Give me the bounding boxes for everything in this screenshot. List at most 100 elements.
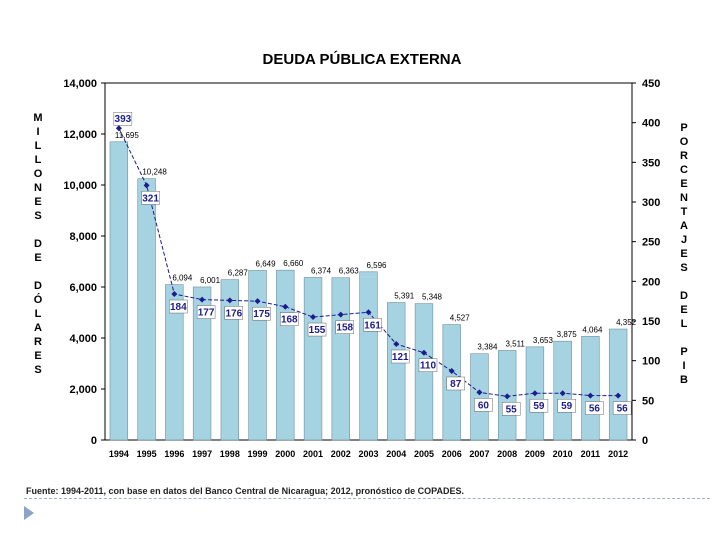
left-tick-label: 4,000 — [69, 333, 97, 345]
line-label-box — [391, 349, 410, 364]
line-value-label: 161 — [364, 320, 381, 331]
left-tick-label: 10,000 — [63, 180, 97, 192]
bar-value-label: 5,391 — [394, 292, 415, 301]
bar — [192, 286, 212, 441]
line-value-label: 56 — [617, 404, 629, 415]
bar — [220, 279, 239, 441]
left-axis-title-text: MILLONES DE DÓLARES — [32, 112, 44, 378]
x-tick-label: 1994 — [109, 449, 129, 459]
bar-value-label: 10,248 — [142, 168, 167, 177]
line-value-label: 87 — [450, 379, 462, 390]
plot-area: 0 2,000 4,000 6,000 8,000 10,000 12,000 14,000 0… — [63, 78, 660, 459]
line-value-label: 110 — [420, 361, 437, 372]
line-point — [448, 367, 455, 374]
bar-value-label: 5,348 — [422, 293, 443, 302]
x-tick-label: 1998 — [220, 449, 240, 459]
right-tick-label: 150 — [642, 316, 660, 328]
left-tick-label: 14,000 — [63, 78, 97, 90]
line-point — [420, 349, 427, 356]
bar — [581, 336, 600, 441]
right-tick-label: 0 — [642, 435, 648, 447]
line-point — [337, 311, 344, 318]
left-tick-label: 2,000 — [69, 384, 97, 396]
line-label-box — [418, 358, 438, 372]
bar — [303, 277, 323, 441]
line-value-label: 56 — [589, 404, 601, 415]
x-tick-label: 2005 — [414, 449, 434, 459]
line-label-box — [252, 306, 271, 321]
line-point — [531, 390, 538, 397]
bar-value-label: 6,001 — [200, 276, 221, 285]
left-tick-label: 6,000 — [69, 282, 97, 294]
line-label-box — [557, 398, 576, 413]
line-label-box — [113, 112, 133, 126]
x-tick-label: 2009 — [525, 449, 545, 459]
line-value-label: 158 — [336, 323, 353, 334]
right-tick-label: 350 — [642, 157, 660, 169]
bar — [109, 141, 129, 441]
line-point — [559, 390, 566, 397]
line-value-label: 176 — [225, 308, 242, 319]
line-point — [615, 392, 622, 399]
right-tick-label: 100 — [642, 356, 660, 368]
x-tick-label: 2012 — [608, 449, 628, 459]
x-tick-label: 2002 — [331, 449, 351, 459]
line-value-label: 59 — [561, 401, 573, 412]
x-tick-label: 2010 — [553, 449, 573, 459]
left-tick-label: 12,000 — [63, 129, 97, 141]
x-tick-label: 2006 — [442, 449, 462, 459]
right-tick-label: 300 — [642, 197, 660, 209]
right-tick-label: 250 — [642, 237, 660, 249]
bar — [608, 328, 628, 441]
right-tick-label: 200 — [642, 276, 660, 288]
bar-value-label: 6,649 — [256, 259, 277, 268]
line-point — [226, 297, 233, 304]
bar-value-label: 6,660 — [283, 259, 304, 268]
chart-title: DEUDA PÚBLICA EXTERNA — [263, 50, 462, 68]
bar-value-label: 6,374 — [311, 266, 332, 275]
right-axis-title: PORCENTAJES DEL PIB — [678, 122, 690, 388]
left-axis-title: MILLONES DE DÓLARES — [32, 112, 44, 378]
line-point — [115, 125, 122, 132]
x-tick-label: 1995 — [137, 449, 157, 459]
line-label-box — [529, 398, 549, 413]
line-value-label: 175 — [253, 309, 270, 320]
arrow-icon — [24, 506, 34, 520]
x-tick-label: 2011 — [581, 449, 601, 459]
bar-value-label: 3,875 — [557, 330, 578, 339]
line-point — [143, 182, 150, 189]
line-value-label: 59 — [533, 401, 545, 412]
bar-value-label: 3,653 — [533, 336, 554, 345]
line-label-box — [585, 401, 604, 415]
x-tick-label: 2000 — [275, 449, 295, 459]
line-value-label: 55 — [506, 404, 518, 415]
line-label-box — [335, 320, 354, 334]
right-tick-label: 400 — [642, 118, 660, 130]
line-point — [171, 291, 178, 298]
bar — [359, 271, 378, 441]
bar-value-label: 6,363 — [339, 267, 360, 276]
line-label-box — [141, 191, 160, 205]
bar-value-label: 11,695 — [115, 131, 139, 140]
line-point — [310, 314, 317, 321]
x-tick-label: 2004 — [386, 449, 406, 459]
bar — [276, 269, 295, 441]
line-label-box — [196, 305, 216, 319]
bar — [331, 277, 350, 441]
line-label-box — [474, 398, 493, 412]
bar-value-label: 3,511 — [505, 339, 525, 348]
line-value-label: 177 — [198, 308, 215, 319]
line-value-label: 321 — [142, 193, 159, 204]
line-point — [199, 296, 206, 303]
line-point — [365, 309, 372, 316]
divider — [24, 498, 710, 499]
right-axis-title-text: PORCENTAJES DEL PIB — [678, 122, 690, 388]
line-point — [504, 393, 511, 400]
line-label-box — [307, 322, 327, 337]
x-tick-label: 1996 — [164, 449, 184, 459]
line-label-box — [501, 402, 521, 416]
bar — [387, 302, 406, 441]
bar-value-label: 4,527 — [450, 314, 471, 323]
line-label-box — [169, 299, 188, 314]
